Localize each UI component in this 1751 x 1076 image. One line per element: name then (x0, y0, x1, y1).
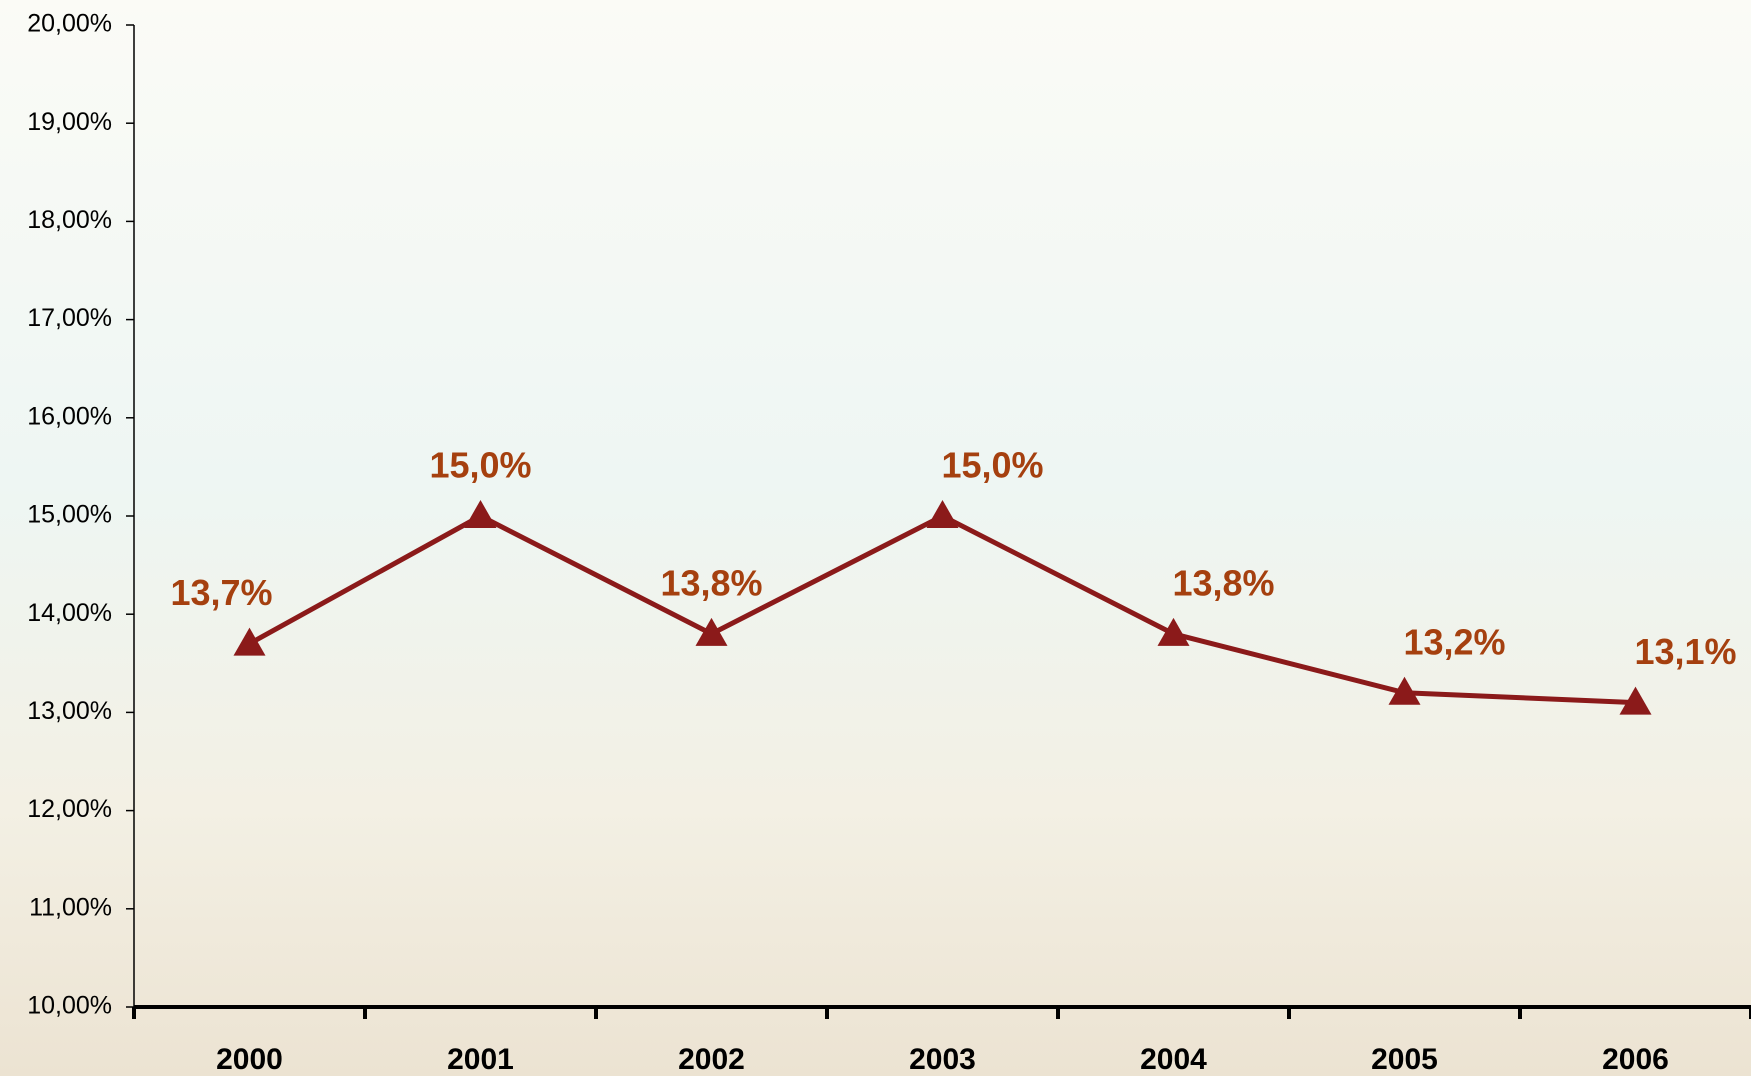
y-tick-label: 17,00% (27, 304, 112, 332)
data-label: 15,0% (429, 445, 531, 486)
data-label: 13,2% (1403, 621, 1505, 662)
y-tick-label: 10,00% (27, 992, 112, 1020)
chart: 10,00% 11,00% 12,00% 13,00% 14,00% 15,00% 16,0… (0, 0, 1751, 1076)
y-tick-label: 16,00% (27, 402, 112, 430)
y-tick-label: 20,00% (27, 10, 112, 38)
y-tick-label: 19,00% (27, 108, 112, 136)
x-tick-label: 2002 (678, 1043, 745, 1076)
x-tick-label: 2005 (1371, 1043, 1438, 1076)
x-tick-label: 2006 (1602, 1043, 1669, 1076)
data-label: 13,7% (170, 572, 272, 613)
data-label: 13,1% (1634, 631, 1736, 672)
x-tick-label: 2004 (1140, 1043, 1207, 1076)
y-tick-label: 11,00% (29, 893, 112, 921)
y-tick-label: 15,00% (27, 501, 112, 529)
x-tick-label: 2003 (909, 1043, 976, 1076)
y-tick-label: 18,00% (27, 206, 112, 234)
background (0, 0, 1751, 1076)
data-label: 13,8% (1172, 562, 1274, 603)
x-tick-label: 2000 (216, 1043, 283, 1076)
data-label: 13,8% (660, 562, 762, 603)
x-tick-label: 2001 (447, 1043, 514, 1076)
data-label: 15,0% (941, 445, 1043, 486)
y-tick-label: 13,00% (27, 697, 112, 725)
y-tick-label: 14,00% (27, 599, 112, 627)
y-tick-label: 12,00% (27, 795, 112, 823)
